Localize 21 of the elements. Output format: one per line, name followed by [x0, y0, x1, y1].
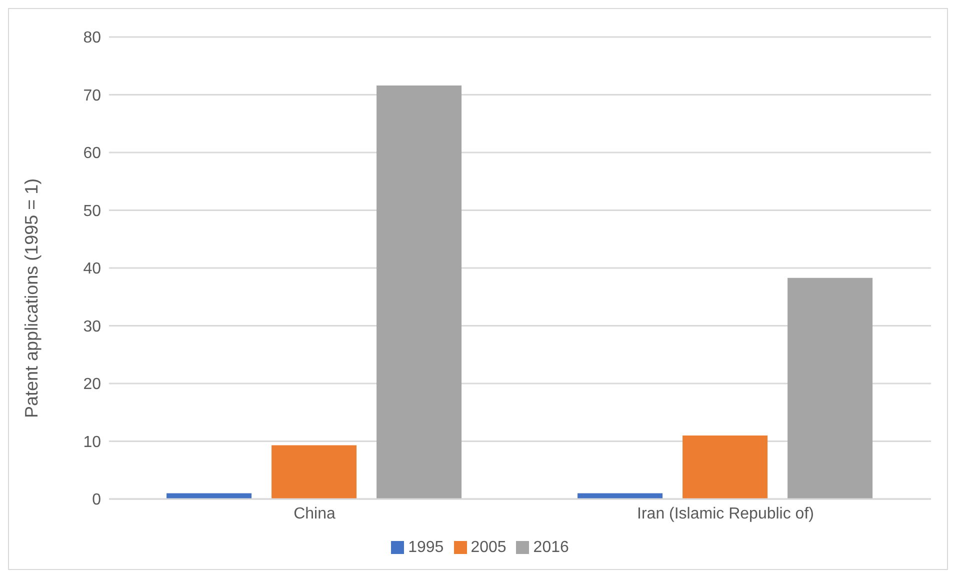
y-axis-title: Patent applications (1995 = 1)	[21, 178, 42, 418]
legend-label: 2016	[533, 539, 569, 556]
y-tick-label: 70	[83, 87, 102, 104]
y-tick-label: 80	[83, 30, 102, 47]
bar	[166, 493, 252, 499]
x-tick-label: Iran (Islamic Republic of)	[637, 505, 814, 522]
legend-label: 1995	[408, 539, 444, 556]
y-tick-label: 60	[83, 145, 102, 162]
y-tick-label: 50	[83, 202, 102, 220]
x-tick-label: China	[294, 505, 336, 522]
bar	[272, 445, 357, 499]
y-tick-label: 20	[83, 376, 102, 394]
legend-label: 2005	[470, 539, 506, 556]
bar	[788, 278, 873, 499]
bar	[376, 86, 462, 499]
bar	[578, 493, 663, 499]
y-tick-label: 40	[83, 260, 102, 278]
y-tick-label: 30	[83, 318, 102, 336]
y-tick-label: 0	[92, 492, 102, 509]
y-tick-label: 10	[83, 434, 102, 451]
bar	[682, 435, 768, 499]
